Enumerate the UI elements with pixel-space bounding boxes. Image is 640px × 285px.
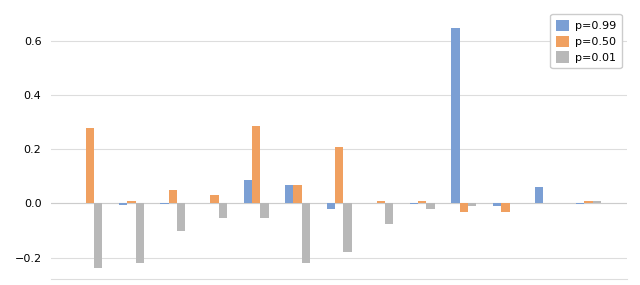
Bar <box>376 201 385 203</box>
Bar <box>86 128 94 203</box>
Bar <box>418 201 426 203</box>
Bar <box>285 185 294 203</box>
Bar <box>451 28 460 203</box>
Bar <box>302 203 310 263</box>
Bar <box>343 203 351 252</box>
Bar <box>169 190 177 203</box>
Bar <box>534 187 543 203</box>
Bar <box>219 203 227 218</box>
Bar <box>136 203 144 263</box>
Bar <box>501 203 509 211</box>
Bar <box>576 203 584 204</box>
Bar <box>294 185 302 203</box>
Bar <box>327 203 335 209</box>
Bar <box>177 203 186 231</box>
Bar <box>94 203 102 268</box>
Bar <box>119 203 127 205</box>
Bar <box>335 146 343 203</box>
Bar <box>584 201 593 203</box>
Bar <box>410 203 418 204</box>
Bar <box>385 203 393 224</box>
Legend: p=0.99, p=0.50, p=0.01: p=0.99, p=0.50, p=0.01 <box>550 14 621 68</box>
Bar <box>161 203 169 204</box>
Bar <box>493 203 501 206</box>
Bar <box>252 126 260 203</box>
Bar <box>244 180 252 203</box>
Bar <box>211 196 219 203</box>
Bar <box>426 203 435 209</box>
Bar <box>468 203 476 206</box>
Bar <box>460 203 468 211</box>
Bar <box>260 203 269 218</box>
Bar <box>593 201 601 203</box>
Bar <box>127 201 136 203</box>
